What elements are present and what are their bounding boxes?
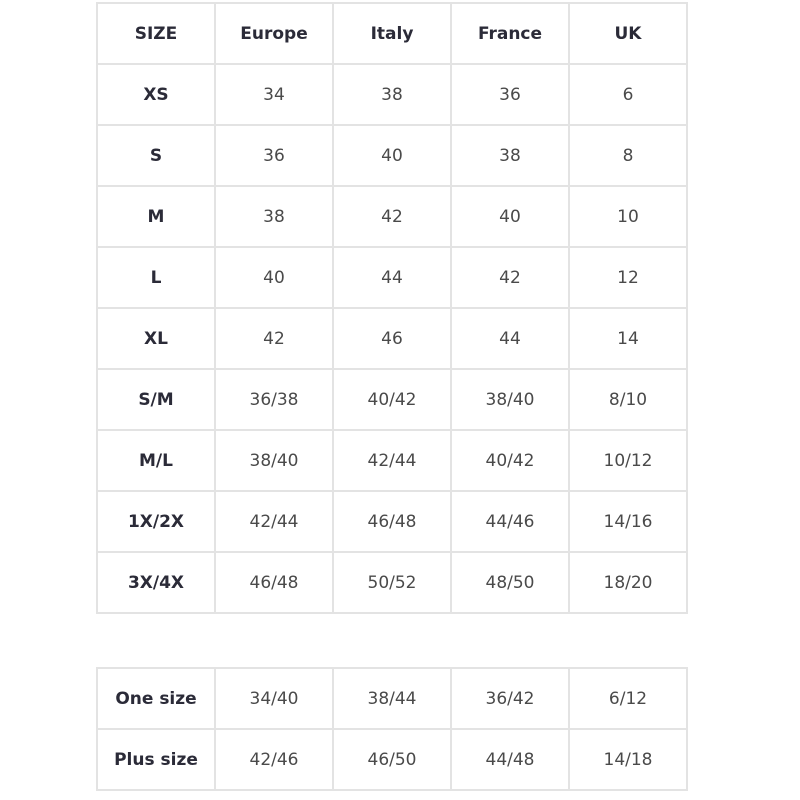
- size-label-cell: L: [96, 246, 216, 309]
- size-value-cell: 18/20: [568, 551, 688, 614]
- size-value-cell: 42/46: [214, 728, 334, 791]
- size-label-cell: Plus size: [96, 728, 216, 791]
- size-label-cell: XL: [96, 307, 216, 370]
- size-value-cell: 10: [568, 185, 688, 248]
- size-label-cell: 3X/4X: [96, 551, 216, 614]
- size-label-cell: XS: [96, 63, 216, 126]
- table-row: S/M 36/38 40/42 38/40 8/10: [96, 368, 688, 431]
- table-row: 3X/4X 46/48 50/52 48/50 18/20: [96, 551, 688, 614]
- table-row: 1X/2X 42/44 46/48 44/46 14/16: [96, 490, 688, 553]
- table-row: S 36 40 38 8: [96, 124, 688, 187]
- size-value-cell: 42: [450, 246, 570, 309]
- size-value-cell: 14/18: [568, 728, 688, 791]
- size-value-cell: 44/46: [450, 490, 570, 553]
- column-header: France: [450, 2, 570, 65]
- size-value-cell: 38/40: [450, 368, 570, 431]
- size-value-cell: 14/16: [568, 490, 688, 553]
- table-row: One size 34/40 38/44 36/42 6/12: [96, 667, 688, 730]
- size-value-cell: 8: [568, 124, 688, 187]
- size-value-cell: 44: [332, 246, 452, 309]
- size-value-cell: 10/12: [568, 429, 688, 492]
- size-value-cell: 40: [450, 185, 570, 248]
- size-value-cell: 40: [214, 246, 334, 309]
- size-value-cell: 46/48: [332, 490, 452, 553]
- size-conversion-table: SIZE Europe Italy France UK XS 34 38 36 6 S 36 40 38 8…: [96, 2, 688, 614]
- size-value-cell: 36/42: [450, 667, 570, 730]
- size-value-cell: 42/44: [214, 490, 334, 553]
- column-header: UK: [568, 2, 688, 65]
- column-header: Italy: [332, 2, 452, 65]
- table-row: XS 34 38 36 6: [96, 63, 688, 126]
- size-value-cell: 46/50: [332, 728, 452, 791]
- size-value-cell: 42: [214, 307, 334, 370]
- column-header: Europe: [214, 2, 334, 65]
- size-value-cell: 34/40: [214, 667, 334, 730]
- size-label-cell: M/L: [96, 429, 216, 492]
- size-value-cell: 38/44: [332, 667, 452, 730]
- size-value-cell: 36/38: [214, 368, 334, 431]
- size-value-cell: 36: [450, 63, 570, 126]
- size-value-cell: 34: [214, 63, 334, 126]
- size-value-cell: 48/50: [450, 551, 570, 614]
- size-value-cell: 6/12: [568, 667, 688, 730]
- size-value-cell: 12: [568, 246, 688, 309]
- size-value-cell: 42/44: [332, 429, 452, 492]
- column-header: SIZE: [96, 2, 216, 65]
- size-label-cell: 1X/2X: [96, 490, 216, 553]
- size-value-cell: 38: [450, 124, 570, 187]
- size-value-cell: 14: [568, 307, 688, 370]
- size-value-cell: 50/52: [332, 551, 452, 614]
- size-label-cell: One size: [96, 667, 216, 730]
- table-row: M/L 38/40 42/44 40/42 10/12: [96, 429, 688, 492]
- size-value-cell: 44: [450, 307, 570, 370]
- table-row: L 40 44 42 12: [96, 246, 688, 309]
- header-row: SIZE Europe Italy France UK: [96, 2, 688, 65]
- size-value-cell: 40/42: [450, 429, 570, 492]
- size-value-cell: 38: [332, 63, 452, 126]
- size-value-cell: 38/40: [214, 429, 334, 492]
- special-size-table: One size 34/40 38/44 36/42 6/12 Plus size 42/4…: [96, 667, 688, 791]
- size-value-cell: 46: [332, 307, 452, 370]
- table-row: M 38 42 40 10: [96, 185, 688, 248]
- size-value-cell: 42: [332, 185, 452, 248]
- size-label-cell: S: [96, 124, 216, 187]
- size-label-cell: M: [96, 185, 216, 248]
- size-value-cell: 6: [568, 63, 688, 126]
- table-row: XL 42 46 44 14: [96, 307, 688, 370]
- size-value-cell: 46/48: [214, 551, 334, 614]
- size-value-cell: 40: [332, 124, 452, 187]
- size-value-cell: 44/48: [450, 728, 570, 791]
- size-label-cell: S/M: [96, 368, 216, 431]
- size-value-cell: 36: [214, 124, 334, 187]
- size-value-cell: 40/42: [332, 368, 452, 431]
- size-value-cell: 38: [214, 185, 334, 248]
- size-value-cell: 8/10: [568, 368, 688, 431]
- table-row: Plus size 42/46 46/50 44/48 14/18: [96, 728, 688, 791]
